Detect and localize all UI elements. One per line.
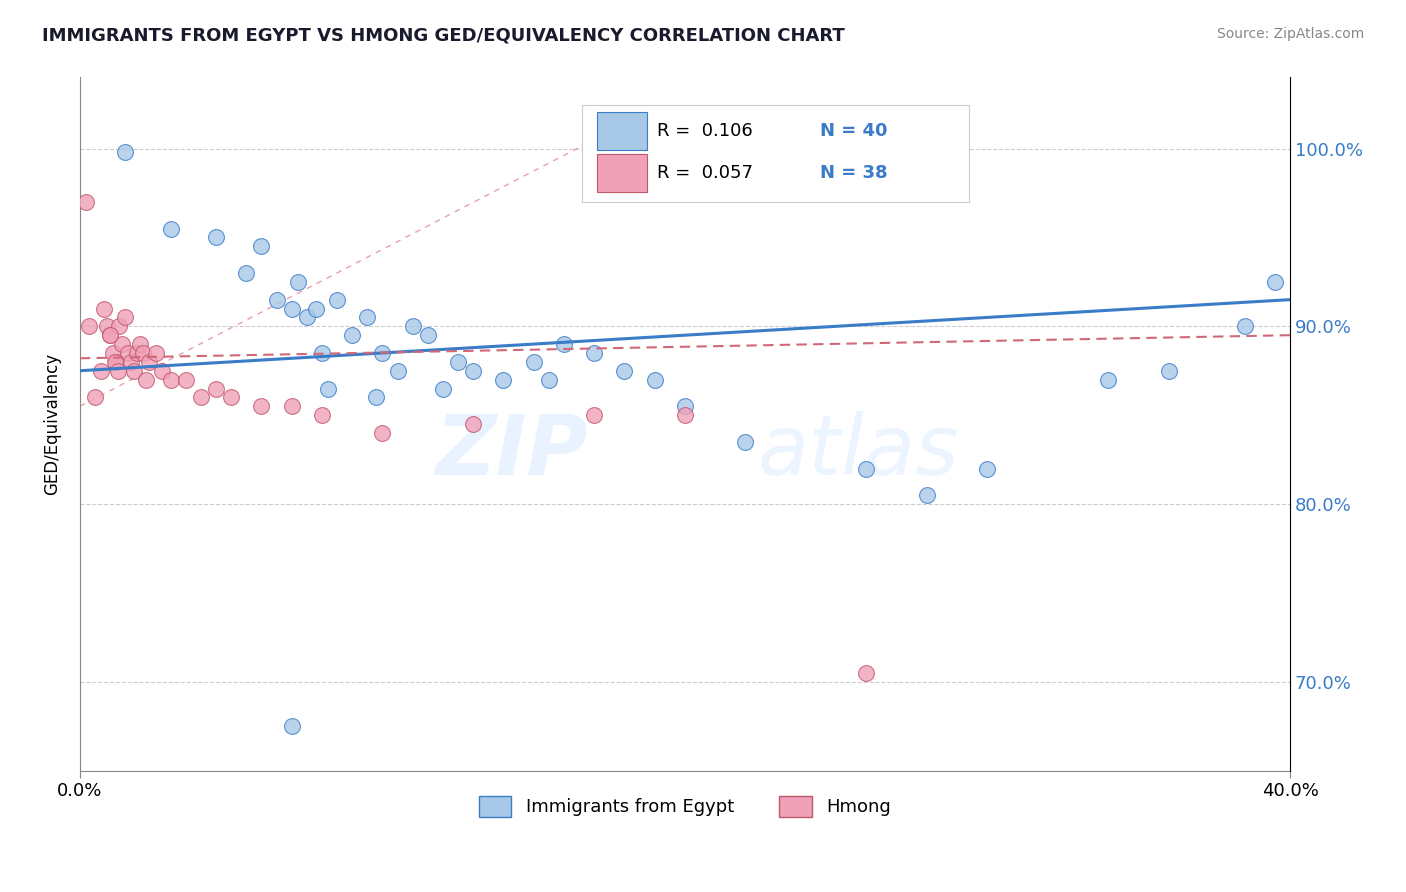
Point	[107, 364, 129, 378]
Point	[129, 337, 152, 351]
Point	[432, 382, 454, 396]
Point	[855, 665, 877, 680]
Point	[159, 373, 181, 387]
Point	[84, 391, 107, 405]
Point	[463, 417, 485, 431]
Text: R =  0.106: R = 0.106	[657, 122, 752, 140]
Point	[150, 364, 173, 378]
Point	[295, 310, 318, 325]
Point	[976, 461, 998, 475]
Point	[96, 319, 118, 334]
Point	[104, 355, 127, 369]
FancyBboxPatch shape	[596, 112, 647, 150]
Point	[93, 301, 115, 316]
Point	[855, 461, 877, 475]
Point	[416, 328, 439, 343]
Point	[280, 719, 302, 733]
Point	[366, 391, 388, 405]
Point	[1264, 275, 1286, 289]
Point	[1097, 373, 1119, 387]
Point	[371, 346, 394, 360]
Y-axis label: GED/Equivalency: GED/Equivalency	[44, 353, 60, 495]
Text: IMMIGRANTS FROM EGYPT VS HMONG GED/EQUIVALENCY CORRELATION CHART: IMMIGRANTS FROM EGYPT VS HMONG GED/EQUIV…	[42, 27, 845, 45]
Point	[305, 301, 328, 316]
Point	[1233, 319, 1256, 334]
Point	[124, 364, 146, 378]
Point	[553, 337, 575, 351]
FancyBboxPatch shape	[596, 153, 647, 192]
Point	[101, 346, 124, 360]
Point	[583, 408, 606, 422]
Point	[235, 266, 257, 280]
Point	[673, 399, 696, 413]
Point	[401, 319, 423, 334]
Point	[205, 230, 228, 244]
Point	[340, 328, 363, 343]
Point	[114, 145, 136, 160]
Point	[280, 301, 302, 316]
Point	[644, 373, 666, 387]
Point	[174, 373, 197, 387]
Point	[316, 382, 339, 396]
Point	[583, 346, 606, 360]
Point	[120, 355, 142, 369]
Text: atlas: atlas	[758, 411, 959, 492]
Point	[492, 373, 515, 387]
Point	[77, 319, 100, 334]
Point	[108, 319, 131, 334]
Point	[1157, 364, 1180, 378]
Point	[915, 488, 938, 502]
Point	[145, 346, 167, 360]
Point	[138, 355, 160, 369]
FancyBboxPatch shape	[582, 105, 969, 202]
Point	[311, 408, 333, 422]
Point	[463, 364, 485, 378]
Point	[287, 275, 309, 289]
Point	[75, 194, 97, 209]
Point	[90, 364, 112, 378]
Point	[387, 364, 409, 378]
Point	[250, 399, 273, 413]
Text: N = 38: N = 38	[821, 164, 889, 182]
Point	[447, 355, 470, 369]
Point	[280, 399, 302, 413]
Text: N = 40: N = 40	[821, 122, 889, 140]
Point	[111, 337, 134, 351]
Point	[190, 391, 212, 405]
Point	[356, 310, 378, 325]
Point	[673, 408, 696, 422]
Point	[523, 355, 546, 369]
Text: R =  0.057: R = 0.057	[657, 164, 754, 182]
Point	[98, 328, 121, 343]
Point	[132, 346, 155, 360]
Point	[219, 391, 242, 405]
Point	[266, 293, 288, 307]
Point	[205, 382, 228, 396]
Point	[117, 346, 139, 360]
Legend: Immigrants from Egypt, Hmong: Immigrants from Egypt, Hmong	[471, 789, 898, 824]
Point	[734, 434, 756, 449]
Point	[127, 346, 149, 360]
Point	[371, 425, 394, 440]
Text: Source: ZipAtlas.com: Source: ZipAtlas.com	[1216, 27, 1364, 41]
Point	[537, 373, 560, 387]
Point	[326, 293, 349, 307]
Point	[159, 221, 181, 235]
Point	[114, 310, 136, 325]
Point	[250, 239, 273, 253]
Point	[311, 346, 333, 360]
Point	[613, 364, 636, 378]
Point	[135, 373, 157, 387]
Text: ZIP: ZIP	[436, 411, 588, 492]
Point	[105, 355, 128, 369]
Point	[98, 328, 121, 343]
